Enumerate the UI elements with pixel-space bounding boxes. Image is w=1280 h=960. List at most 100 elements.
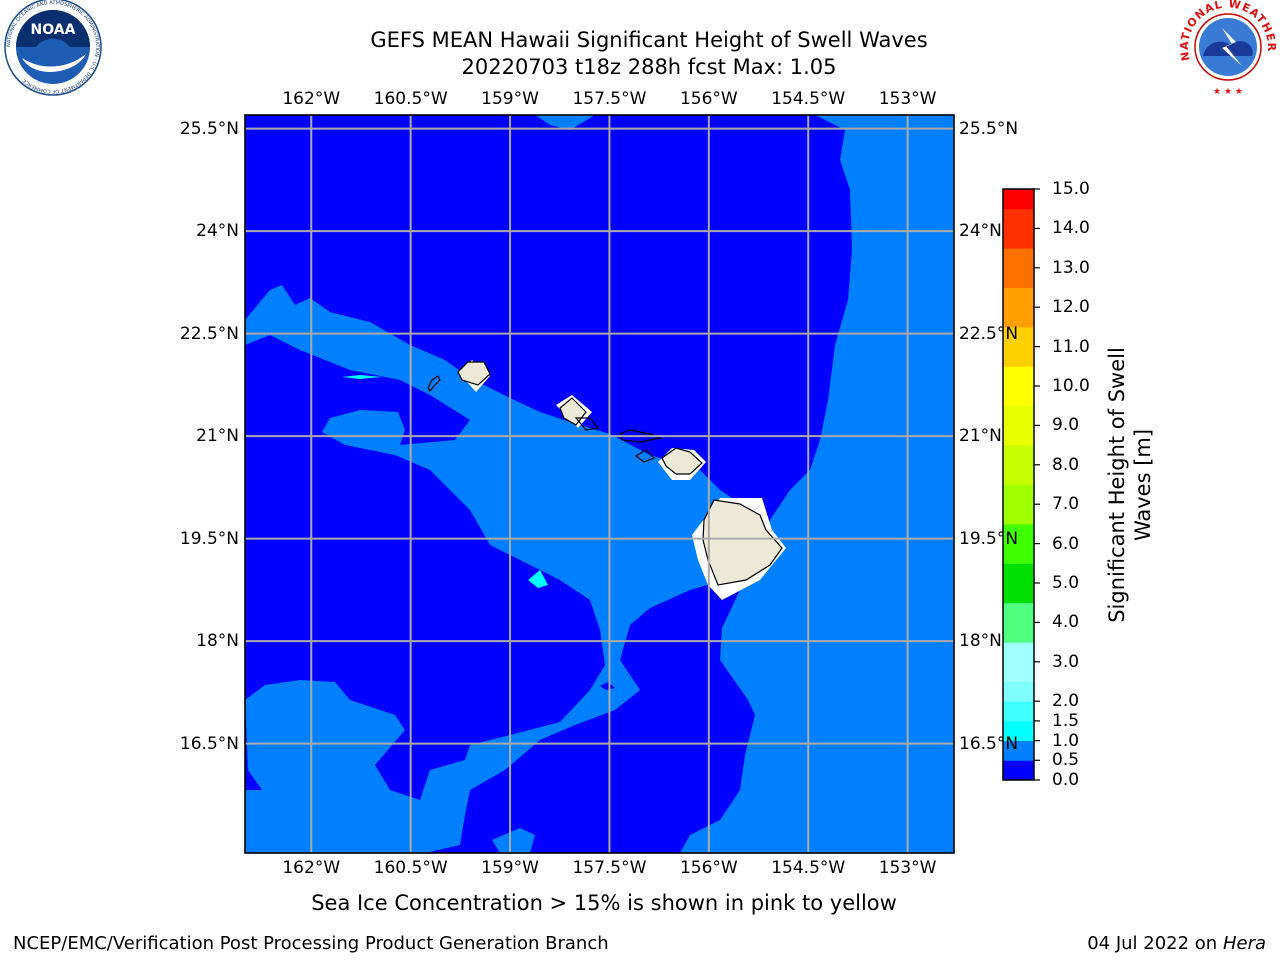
lat-label-right: 24°N (959, 221, 1002, 242)
island-hawaii (702, 499, 783, 586)
lon-label-top: 159°W (481, 89, 539, 109)
band-1.0-1.5 (342, 375, 382, 379)
colorbar-segment (1003, 425, 1034, 446)
colorbar-segment (1003, 228, 1034, 249)
colorbar-segment (1003, 681, 1034, 702)
colorbar-tick-label: 0.5 (1052, 750, 1080, 771)
island-niihau (427, 375, 441, 393)
colorbar (1002, 188, 1040, 781)
colorbar-segment (1003, 523, 1034, 545)
colorbar-tick-label: 12.0 (1052, 297, 1090, 318)
colorbar-segment (1003, 720, 1034, 742)
map-title: GEFS MEAN Hawaii Significant Height of S… (370, 28, 928, 52)
colorbar-segment (1003, 543, 1034, 564)
colorbar-tick-label: 9.0 (1052, 415, 1080, 436)
colorbar-tick-label: 0.0 (1052, 770, 1080, 790)
colorbar-segment (1003, 208, 1034, 229)
lon-label-top: 153°W (878, 89, 937, 109)
colorbar-tick-label: 3.0 (1052, 651, 1080, 672)
lon-label-bottom: 153°W (878, 858, 937, 878)
colorbar-tick-label: 1.5 (1052, 710, 1080, 731)
noaa-logo-text: NOAA (31, 22, 76, 38)
colorbar-segment (1003, 386, 1034, 407)
lat-label-right: 18°N (959, 631, 1002, 652)
colorbar-segment (1003, 740, 1034, 761)
lat-label-left: 21°N (196, 426, 239, 447)
lon-label-bottom: 157.5°W (572, 858, 647, 878)
island-lanai (634, 449, 656, 463)
lon-label-top: 156°W (679, 89, 738, 109)
colorbar-tick-label: 7.0 (1052, 494, 1080, 515)
lon-label-bottom: 156°W (679, 858, 738, 878)
lon-label-bottom: 159°W (481, 858, 539, 878)
lat-label-right: 19.5°N (959, 528, 1019, 549)
colorbar-segment (1003, 346, 1034, 367)
band-0.5-1.0 (245, 285, 740, 853)
colorbar-tick-label: 8.0 (1052, 454, 1080, 475)
colorbar-segment (1003, 563, 1034, 584)
colorbar-frame (1002, 188, 1035, 781)
lon-label-top: 162°W (282, 89, 341, 109)
colorbar-segment (1003, 622, 1034, 643)
colorbar-segment (1003, 701, 1034, 722)
colorbar-tick-label: 11.0 (1052, 336, 1090, 357)
colorbar-segment (1003, 248, 1034, 269)
lon-label-bottom: 162°W (282, 858, 341, 878)
lon-label-top: 160.5°W (373, 89, 448, 109)
lat-label-right: 16.5°N (959, 733, 1019, 754)
lat-label-right: 25.5°N (959, 118, 1019, 139)
colorbar-segment (1003, 642, 1034, 663)
colorbar-segment (1003, 760, 1034, 781)
graticule (245, 115, 954, 853)
colorbar-tick-label: 14.0 (1052, 218, 1090, 239)
lat-label-left: 16.5°N (179, 733, 239, 754)
colorbar-segment (1003, 445, 1034, 466)
island-molokai (619, 429, 663, 443)
svg-text:NATIONAL WEATHER SERVICE: NATIONAL WEATHER SERVICE (0, 0, 1278, 62)
colorbar-tick-label: 15.0 (1052, 179, 1090, 199)
lon-label-top: 157.5°W (572, 89, 647, 109)
colorbar-tick-label: 2.0 (1052, 691, 1080, 712)
island-kauai (457, 361, 491, 386)
sea-ice-note: Sea Ice Concentration > 15% is shown in … (311, 891, 897, 915)
colorbar-title: Significant Height of Swell Waves [m] (1105, 347, 1155, 623)
band-0.5-1.0-east (680, 115, 954, 853)
map-frame (244, 114, 955, 854)
lat-label-left: 18°N (196, 631, 239, 652)
lat-label-right: 22.5°N (959, 323, 1019, 344)
lat-label-right: 21°N (959, 426, 1002, 447)
generation-date: 04 Jul 2022 on Hera (1087, 933, 1266, 954)
colorbar-tick-label: 4.0 (1052, 612, 1080, 633)
lon-label-bottom: 160.5°W (373, 858, 448, 878)
lon-label-bottom: 154.5°W (771, 858, 846, 878)
colorbar-tick-label: 10.0 (1052, 376, 1090, 396)
host-name: Hera (1222, 933, 1266, 954)
colorbar-segment (1003, 484, 1034, 505)
colorbar-tick-label: 5.0 (1052, 573, 1080, 593)
producer-credit: NCEP/EMC/Verification Post Processing Pr… (13, 933, 609, 954)
map-subtitle: 20220703 t18z 288h fcst Max: 1.05 (461, 55, 837, 79)
colorbar-segment (1003, 583, 1034, 604)
colorbar-segment (1003, 267, 1034, 288)
colorbar-segment (1003, 307, 1034, 328)
svg-text:★ ★ ★: ★ ★ ★ (1213, 87, 1243, 97)
colorbar-segment (1003, 405, 1034, 426)
lat-label-left: 22.5°N (179, 323, 239, 344)
lat-label-left: 19.5°N (179, 528, 239, 549)
colorbar-segment (1003, 189, 1034, 210)
colorbar-tick-label: 13.0 (1052, 257, 1090, 278)
lat-label-left: 25.5°N (179, 118, 239, 139)
lon-label-top: 154.5°W (771, 89, 846, 109)
colorbar-segment (1003, 661, 1034, 682)
colorbar-segment (1003, 287, 1034, 308)
colorbar-segment (1003, 602, 1034, 623)
colorbar-segment (1003, 326, 1034, 348)
nws-logo: NATIONAL WEATHER SERVICE ★ ★ ★ (0, 0, 1278, 97)
lat-label-left: 24°N (196, 221, 239, 242)
colorbar-tick-label: 1.0 (1052, 730, 1080, 751)
colorbar-tick-label: 6.0 (1052, 533, 1080, 554)
noaa-logo: NOAA NATIONAL OCEANIC AND ATMOSPHERIC AD… (4, 0, 102, 96)
colorbar-segment (1003, 366, 1034, 387)
island-maui (661, 447, 703, 475)
